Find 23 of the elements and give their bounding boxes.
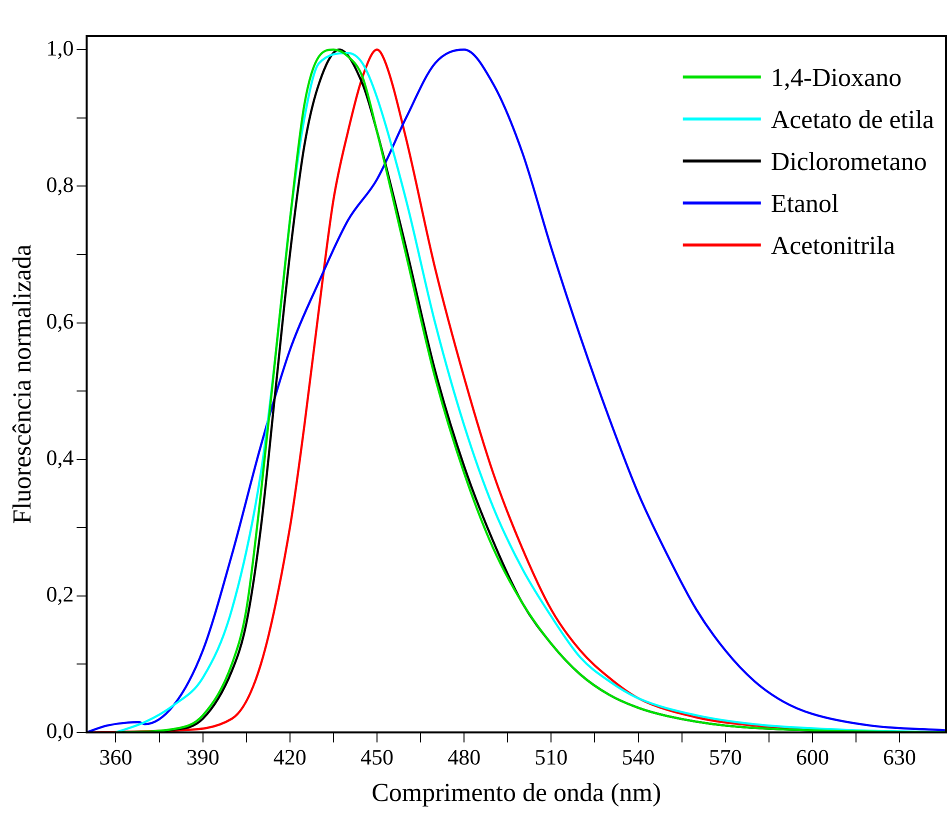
x-tick-label: 480 bbox=[448, 744, 481, 770]
legend-label: Acetato de etila bbox=[770, 104, 934, 134]
x-axis-title: Comprimento de onda (nm) bbox=[372, 778, 662, 808]
x-tick-label: 420 bbox=[273, 744, 306, 770]
y-tick-label: 0,4 bbox=[46, 445, 74, 470]
x-tick-label: 390 bbox=[186, 744, 220, 770]
y-tick-label: 0,8 bbox=[46, 172, 74, 197]
x-tick-label: 570 bbox=[708, 744, 742, 770]
y-tick-label: 1,0 bbox=[46, 35, 74, 60]
y-tick-label: 0,2 bbox=[46, 582, 74, 607]
legend-label: Acetonitrila bbox=[770, 230, 896, 260]
x-tick-label: 540 bbox=[622, 744, 655, 770]
legend-label: Etanol bbox=[770, 188, 839, 218]
y-axis-title: Fluorescência normalizada bbox=[7, 244, 36, 524]
x-tick-label: 360 bbox=[99, 744, 132, 770]
x-tick-label: 510 bbox=[534, 744, 568, 770]
x-tick-label: 450 bbox=[360, 744, 394, 770]
y-tick-label: 0,6 bbox=[46, 308, 74, 334]
x-tick-label: 600 bbox=[796, 744, 829, 770]
y-tick-label: 0,0 bbox=[46, 718, 74, 744]
legend-label: Diclorometano bbox=[770, 146, 927, 176]
legend-label: 1,4-Dioxano bbox=[770, 62, 902, 92]
x-tick-label: 630 bbox=[883, 744, 916, 770]
